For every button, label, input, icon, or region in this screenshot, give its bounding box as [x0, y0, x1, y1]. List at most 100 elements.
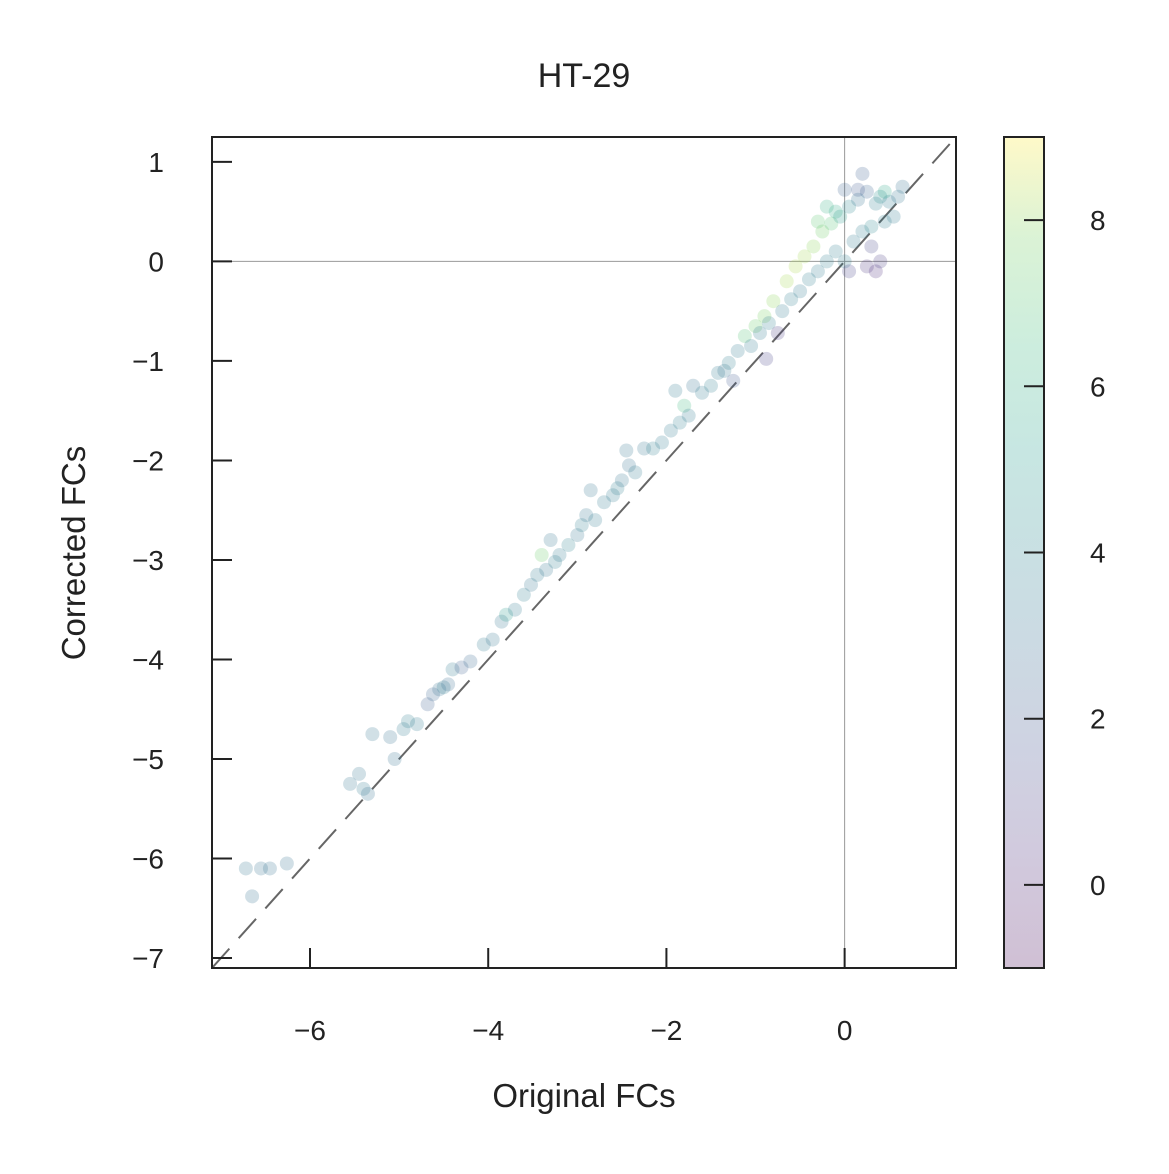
- data-point: [766, 294, 781, 309]
- data-point: [819, 199, 834, 214]
- data-point: [610, 481, 625, 496]
- data-point: [859, 259, 874, 274]
- data-point: [737, 329, 752, 344]
- colorbar-tick-label: 4: [1090, 538, 1106, 569]
- data-point: [494, 614, 509, 629]
- data-point: [721, 355, 736, 370]
- colorbar: 0 2 4 6 8: [1003, 136, 1106, 969]
- data-point: [748, 319, 763, 334]
- data-point: [663, 423, 678, 438]
- data-point: [621, 458, 636, 473]
- data-point: [850, 192, 865, 207]
- data-point: [850, 182, 865, 197]
- data-point: [873, 189, 888, 204]
- data-point: [703, 378, 718, 393]
- data-point: [864, 239, 879, 254]
- colorbar-tick-label: 2: [1090, 704, 1106, 735]
- y-tick-label: −1: [132, 346, 164, 377]
- data-point: [793, 284, 808, 299]
- data-point: [583, 483, 598, 498]
- data-point: [752, 326, 767, 341]
- data-point: [262, 861, 277, 876]
- data-point: [516, 587, 531, 602]
- chart-title: HT-29: [538, 57, 631, 95]
- y-tick-label: 1: [148, 147, 164, 178]
- data-point: [859, 184, 874, 199]
- data-point: [770, 326, 785, 341]
- data-point: [485, 632, 500, 647]
- data-point: [530, 567, 545, 582]
- data-point: [360, 786, 375, 801]
- data-point: [744, 338, 759, 353]
- data-point: [597, 495, 612, 510]
- data-point: [810, 264, 825, 279]
- data-point: [668, 383, 683, 398]
- data-point: [784, 292, 799, 307]
- data-point: [842, 264, 857, 279]
- data-point: [828, 244, 843, 259]
- x-tick-label: −2: [650, 1015, 682, 1046]
- data-point: [855, 224, 870, 239]
- y-tick-label: −7: [132, 943, 164, 974]
- data-point: [409, 717, 424, 732]
- data-point: [463, 654, 478, 669]
- data-point: [445, 662, 460, 677]
- data-point: [476, 637, 491, 652]
- data-point: [757, 309, 772, 324]
- data-point: [686, 378, 701, 393]
- data-points: [238, 166, 910, 904]
- data-point: [882, 194, 897, 209]
- y-tick-label: −2: [132, 445, 164, 476]
- data-point: [436, 680, 451, 695]
- data-point: [864, 219, 879, 234]
- data-point: [279, 856, 294, 871]
- data-point: [877, 184, 892, 199]
- data-point: [726, 373, 741, 388]
- data-point: [454, 660, 469, 675]
- x-tick-label: −4: [472, 1015, 504, 1046]
- data-point: [507, 602, 522, 617]
- data-point: [779, 274, 794, 289]
- data-point: [499, 607, 514, 622]
- data-point: [396, 722, 411, 737]
- data-point: [842, 199, 857, 214]
- x-axis-label: Original FCs: [492, 1077, 675, 1114]
- data-point: [654, 435, 669, 450]
- data-point: [797, 249, 812, 264]
- y-tick-label: −3: [132, 545, 164, 576]
- data-point: [677, 398, 692, 413]
- colorbar-tick-label: 6: [1090, 371, 1106, 402]
- data-point: [895, 179, 910, 194]
- data-point: [534, 547, 549, 562]
- data-point: [548, 554, 563, 569]
- data-point: [810, 214, 825, 229]
- data-point: [579, 508, 594, 523]
- data-point: [855, 166, 870, 181]
- y-tick-label: −6: [132, 844, 164, 875]
- data-point: [681, 408, 696, 423]
- y-axis-ticks: 1 0 −1 −2 −3 −4 −5 −6 −7: [132, 147, 232, 974]
- data-point: [806, 239, 821, 254]
- data-point: [628, 465, 643, 480]
- data-point: [561, 538, 576, 553]
- data-point: [886, 209, 901, 224]
- data-point: [619, 443, 634, 458]
- data-point: [441, 677, 456, 692]
- colorbar-tick-label: 8: [1090, 205, 1106, 236]
- data-point: [365, 727, 380, 742]
- data-point: [873, 254, 888, 269]
- plot-frame: [211, 136, 957, 969]
- plot-area: [211, 136, 957, 969]
- data-point: [420, 697, 435, 712]
- data-point: [352, 766, 367, 781]
- data-point: [828, 204, 843, 219]
- data-point: [401, 714, 416, 729]
- data-point: [605, 488, 620, 503]
- data-point: [815, 224, 830, 239]
- data-point: [523, 577, 538, 592]
- data-point: [801, 272, 816, 287]
- data-point: [254, 861, 269, 876]
- x-tick-label: 0: [837, 1015, 853, 1046]
- data-point: [846, 234, 861, 249]
